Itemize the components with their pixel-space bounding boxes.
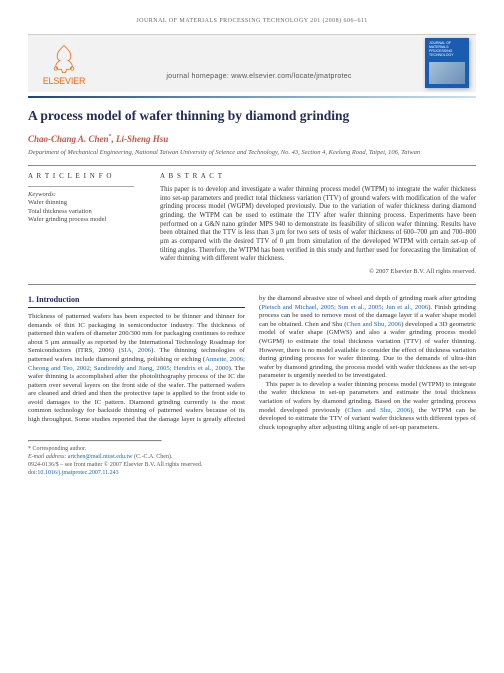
elsevier-tree-icon	[50, 44, 78, 74]
publisher-block: ELSEVIER	[28, 35, 100, 92]
homepage-line: journal homepage: www.elsevier.com/locat…	[166, 73, 351, 82]
homepage-block: journal homepage: www.elsevier.com/locat…	[100, 35, 418, 92]
abstract-label: A B S T R A C T	[160, 172, 476, 181]
body-columns: 1. Introduction Thickness of patterned w…	[28, 295, 476, 432]
corresponding-author: * Corresponding author.	[28, 446, 476, 454]
article-info-col: A R T I C L E I N F O Keywords: Wafer th…	[28, 172, 146, 276]
info-abstract-row: A R T I C L E I N F O Keywords: Wafer th…	[28, 165, 476, 285]
journal-cover-title: JOURNAL OF MATERIALS PROCESSING TECHNOLO…	[429, 42, 465, 56]
authors: Chao-Chang A. Chen*, Li-Sheng Hsu	[28, 134, 476, 145]
body-text: ) developed a 3D geometric model of wafe…	[259, 321, 476, 379]
abstract-col: A B S T R A C T This paper is to develop…	[160, 172, 476, 276]
publisher-name: ELSEVIER	[43, 76, 86, 87]
citation-link[interactable]: Pietsch and Michael, 2005; Sun et al., 2…	[261, 304, 428, 311]
citation-link[interactable]: Chen and Shu, 2006	[347, 321, 402, 328]
gradient-rule	[28, 96, 476, 98]
affiliation: Department of Mechanical Engineering, Na…	[28, 149, 476, 157]
footer-copyright: 0924-0136/$ – see front matter © 2007 El…	[28, 462, 476, 470]
journal-cover-thumb: JOURNAL OF MATERIALS PROCESSING TECHNOLO…	[425, 38, 469, 88]
email-label: E-mail address:	[28, 454, 68, 460]
email-who: (C.-C.A. Chen).	[132, 454, 172, 460]
email-link[interactable]: artchen@mail.ntust.edu.tw	[68, 454, 133, 460]
citation-link[interactable]: Chen and Shu, 2006	[347, 407, 410, 414]
journal-cover-image	[429, 62, 465, 84]
doi-link[interactable]: 10.1016/j.jmatprotec.2007.11.243	[37, 470, 118, 476]
keywords-list: Wafer thinningTotal thickness variationW…	[28, 199, 146, 225]
doi-label: doi:	[28, 470, 37, 476]
footer-rule	[28, 440, 162, 442]
body-para-2: This paper is to develop a wafer thinnin…	[259, 381, 476, 432]
footer-block: * Corresponding author. E-mail address: …	[28, 446, 476, 477]
copyright: © 2007 Elsevier B.V. All rights reserved…	[160, 268, 476, 276]
article-info-label: A R T I C L E I N F O	[28, 172, 146, 181]
running-head: JOURNAL OF MATERIALS PROCESSING TECHNOLO…	[28, 18, 476, 26]
abstract-text: This paper is to develop and investigate…	[160, 186, 476, 264]
citation-link[interactable]: SIA, 2006	[121, 347, 151, 354]
email-line: E-mail address: artchen@mail.ntust.edu.t…	[28, 454, 476, 462]
section-1-heading: 1. Introduction	[28, 295, 245, 308]
cover-block: JOURNAL OF MATERIALS PROCESSING TECHNOLO…	[418, 35, 476, 92]
doi-line: doi:10.1016/j.jmatprotec.2007.11.243	[28, 470, 476, 478]
keywords-label: Keywords:	[28, 191, 146, 199]
info-rule	[28, 186, 134, 187]
article-title: A process model of wafer thinning by dia…	[28, 108, 476, 124]
journal-masthead: ELSEVIER journal homepage: www.elsevier.…	[28, 34, 476, 92]
